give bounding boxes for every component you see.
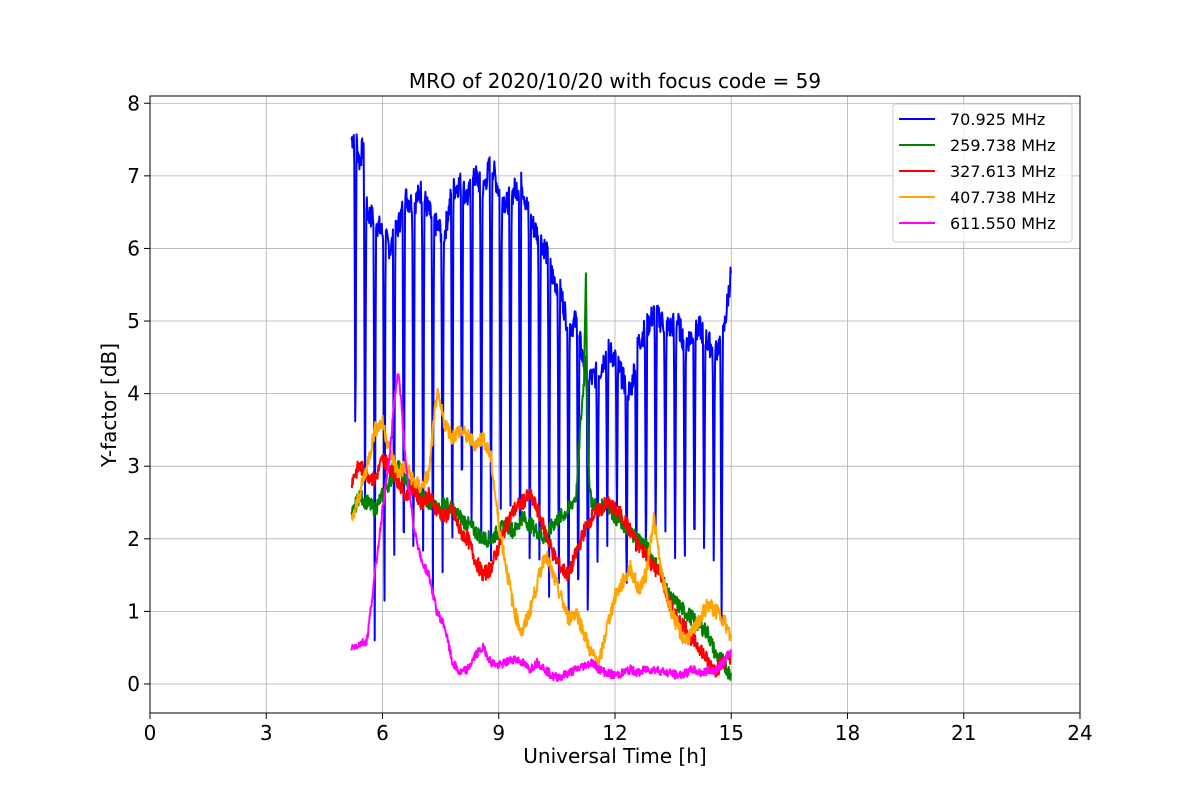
series-layer bbox=[350, 133, 732, 682]
y-tick-label: 2 bbox=[127, 527, 140, 551]
legend-label: 407.738 MHz bbox=[950, 188, 1055, 207]
y-tick-label: 8 bbox=[127, 91, 140, 115]
x-axis-label: Universal Time [h] bbox=[523, 744, 706, 768]
y-tick-label: 3 bbox=[127, 454, 140, 478]
y-tick-label: 5 bbox=[127, 309, 140, 333]
y-tick-label: 0 bbox=[127, 672, 140, 696]
x-tick-label: 24 bbox=[1067, 721, 1092, 745]
series-611-550-mhz-line bbox=[350, 373, 732, 682]
x-axis: 0 3 6 9 12 15 18 21 24 bbox=[144, 713, 1093, 745]
chart-title: MRO of 2020/10/20 with focus code = 59 bbox=[409, 69, 821, 93]
legend-label: 611.550 MHz bbox=[950, 214, 1055, 233]
x-tick-label: 12 bbox=[602, 721, 627, 745]
series-407-738-mhz-line bbox=[350, 387, 732, 669]
legend-label: 327.613 MHz bbox=[950, 162, 1055, 181]
legend: 70.925 MHz 259.738 MHz 327.613 MHz 407.738 … bbox=[892, 103, 1073, 243]
y-tick-label: 6 bbox=[127, 236, 140, 260]
x-tick-label: 18 bbox=[835, 721, 860, 745]
y-axis: 0 1 2 3 4 5 6 7 8 bbox=[127, 91, 150, 696]
y-tick-label: 1 bbox=[127, 599, 140, 623]
x-tick-label: 6 bbox=[376, 721, 389, 745]
x-tick-label: 0 bbox=[144, 721, 157, 745]
legend-label: 70.925 MHz bbox=[950, 110, 1045, 129]
series-70-925-mhz-line bbox=[350, 133, 732, 642]
y-axis-label: Y-factor [dB] bbox=[97, 343, 121, 468]
legend-label: 259.738 MHz bbox=[950, 136, 1055, 155]
y-tick-label: 7 bbox=[127, 164, 140, 188]
y-tick-label: 4 bbox=[127, 382, 140, 406]
x-tick-label: 21 bbox=[951, 721, 976, 745]
x-tick-label: 9 bbox=[492, 721, 505, 745]
x-tick-label: 3 bbox=[260, 721, 273, 745]
legend-box bbox=[892, 103, 1073, 243]
x-tick-label: 15 bbox=[719, 721, 744, 745]
